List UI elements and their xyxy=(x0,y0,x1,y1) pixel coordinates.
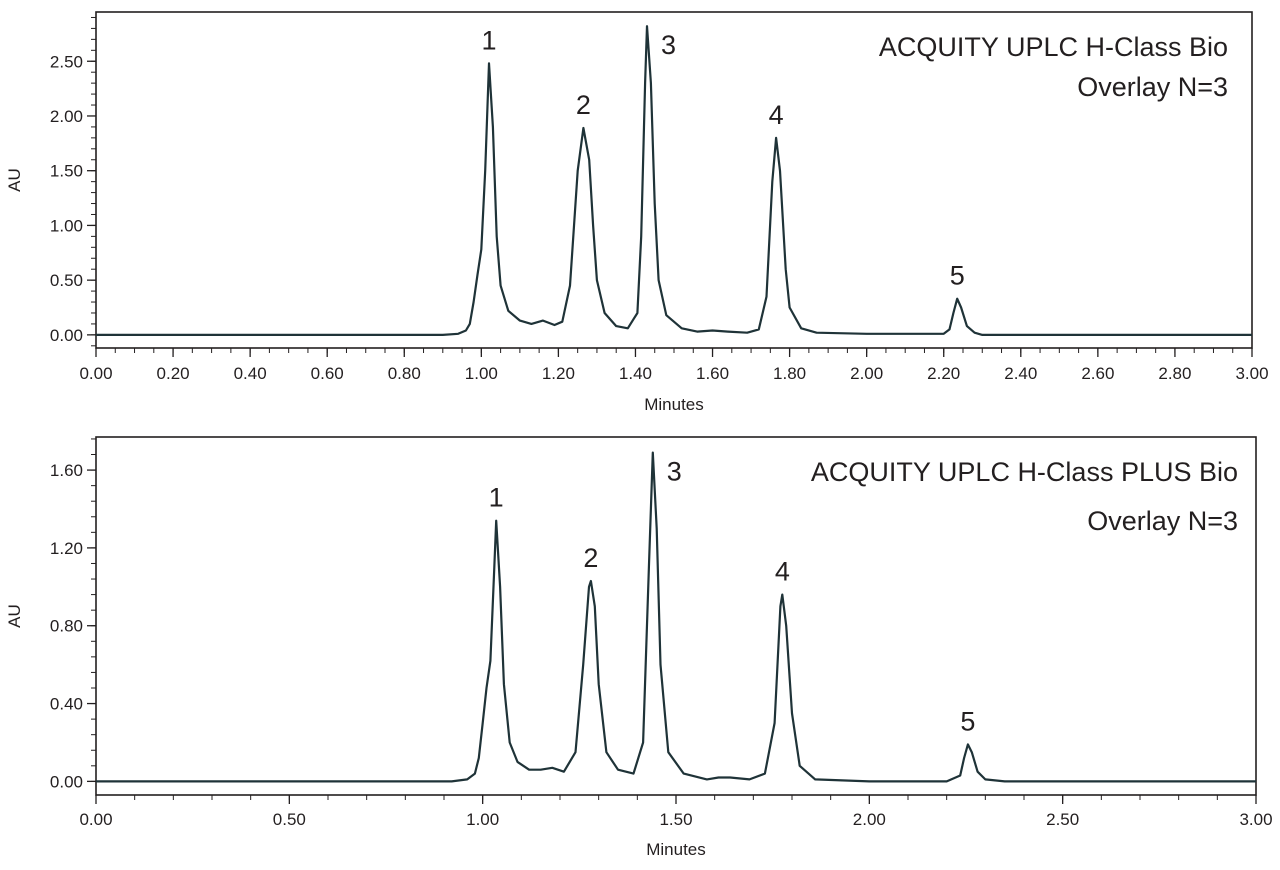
y-tick-label: 2.00 xyxy=(50,107,83,126)
plot-frame xyxy=(95,436,1257,796)
x-tick-label: 3.00 xyxy=(1239,810,1272,829)
peak-label: 1 xyxy=(482,25,497,55)
peak-label: 3 xyxy=(667,457,682,487)
x-axis-title: Minutes xyxy=(646,840,706,859)
x-tick-label: 0.50 xyxy=(273,810,306,829)
x-tick-label: 0.60 xyxy=(311,364,344,383)
x-tick-label: 1.40 xyxy=(619,364,652,383)
x-tick-label: 2.60 xyxy=(1081,364,1114,383)
peak-label: 5 xyxy=(950,261,965,291)
x-tick-label: 2.40 xyxy=(1004,364,1037,383)
y-tick-label: 0.80 xyxy=(50,617,83,636)
x-tick-label: 1.20 xyxy=(542,364,575,383)
x-tick-label: 2.50 xyxy=(1046,810,1079,829)
x-tick-label: 2.00 xyxy=(850,364,883,383)
x-tick-label: 0.00 xyxy=(79,810,112,829)
chromatogram-trace xyxy=(96,451,1256,783)
plot-frame xyxy=(95,11,1253,349)
y-axis-title: AU xyxy=(5,604,24,628)
peak-label: 4 xyxy=(775,557,790,587)
x-tick-label: 2.00 xyxy=(853,810,886,829)
peak-label: 5 xyxy=(960,706,975,736)
x-tick-label: 1.00 xyxy=(465,364,498,383)
y-tick-label: 1.00 xyxy=(50,216,83,235)
x-tick-label: 0.80 xyxy=(388,364,421,383)
peak-label: 4 xyxy=(769,100,784,130)
y-tick-label: 0.00 xyxy=(50,326,83,345)
y-tick-label: 0.40 xyxy=(50,695,83,714)
peak-label: 2 xyxy=(583,543,598,573)
panel-title-line: ACQUITY UPLC H-Class PLUS Bio xyxy=(811,457,1238,487)
x-tick-label: 0.20 xyxy=(157,364,190,383)
x-axis-title: Minutes xyxy=(644,395,704,414)
y-tick-label: 1.60 xyxy=(50,461,83,480)
y-tick-label: 0.00 xyxy=(50,772,83,791)
peak-label: 2 xyxy=(576,90,591,120)
panel-title-line: ACQUITY UPLC H-Class Bio xyxy=(879,32,1228,62)
y-tick-label: 1.50 xyxy=(50,162,83,181)
x-tick-label: 3.00 xyxy=(1235,364,1268,383)
y-tick-label: 0.50 xyxy=(50,271,83,290)
x-tick-label: 1.50 xyxy=(659,810,692,829)
x-tick-label: 2.20 xyxy=(927,364,960,383)
peak-label: 1 xyxy=(489,483,504,513)
y-tick-label: 2.50 xyxy=(50,52,83,71)
x-tick-label: 2.80 xyxy=(1158,364,1191,383)
panel-title-line: Overlay N=3 xyxy=(1087,506,1238,536)
chart-panel-2: 0.00 0.50 1.00 1.50 2.00 2.50 3.00 0.00 0.40 0.80… xyxy=(5,436,1273,859)
panel-title-line: Overlay N=3 xyxy=(1077,72,1228,102)
chromatogram-trace xyxy=(96,25,1252,336)
y-axis-title: AU xyxy=(5,168,24,192)
x-tick-label: 0.40 xyxy=(234,364,267,383)
chart-panel-1: 0.00 0.20 0.40 0.60 0.80 1.00 1.20 1.40 1.60 1.80… xyxy=(5,11,1269,414)
x-tick-label: 0.00 xyxy=(79,364,112,383)
x-tick-label: 1.80 xyxy=(773,364,806,383)
peak-label: 3 xyxy=(661,30,676,60)
x-tick-label: 1.60 xyxy=(696,364,729,383)
x-tick-label: 1.00 xyxy=(466,810,499,829)
y-tick-label: 1.20 xyxy=(50,539,83,558)
